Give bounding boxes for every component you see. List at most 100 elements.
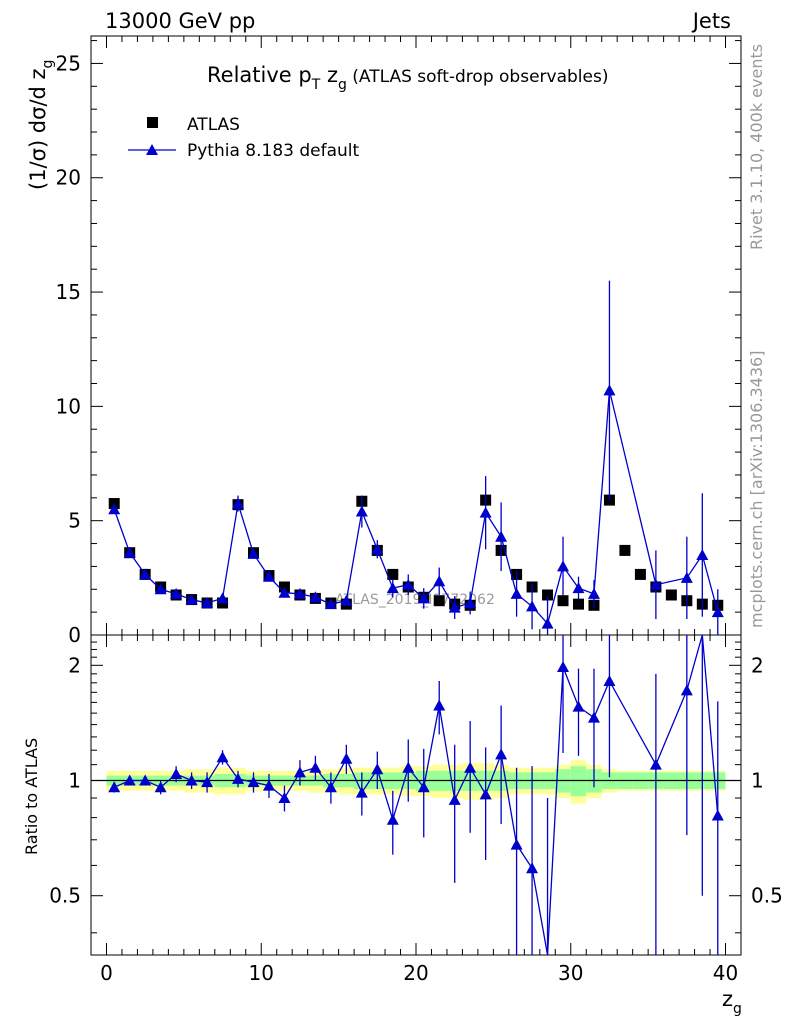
- y-axis-label-sub: g: [40, 60, 56, 69]
- x-axis-label-main: z: [722, 987, 733, 1011]
- ratio-tick-label: 0.5: [49, 884, 81, 908]
- ratio-data-point: [479, 788, 492, 800]
- y-axis-label: (1/σ) dσ/d zg: [26, 60, 56, 190]
- ratio-data-point: [309, 761, 322, 773]
- legend-atlas-label: ATLAS: [187, 115, 240, 135]
- ratio-data-point: [371, 763, 384, 775]
- ratio-data-point: [433, 699, 446, 711]
- pythia-data-point: [680, 571, 693, 583]
- ratio-data-point: [185, 774, 198, 786]
- title-main: Relative p: [207, 63, 312, 87]
- rivet-version-label: Rivet 3.1.10, 400k events: [747, 44, 766, 250]
- y-axis-label-main: (1/σ) dσ/d z: [26, 68, 50, 190]
- atlas-data-point: [557, 595, 569, 607]
- ratio-data-point: [402, 761, 415, 773]
- ratio-data-point: [464, 761, 477, 773]
- pythia-data-point: [309, 591, 322, 603]
- pythia-data-point: [108, 503, 121, 515]
- pythia-data-point: [479, 506, 492, 518]
- pythia-data-point: [402, 578, 415, 590]
- x-tick-label: 20: [403, 961, 428, 985]
- y-tick-label: 10: [56, 394, 81, 418]
- ratio-data-point: [448, 793, 461, 805]
- x-tick-label: 40: [713, 961, 738, 985]
- pythia-data-point: [123, 546, 136, 558]
- ratio-data-point: [324, 781, 337, 793]
- title-sub-g: g: [338, 77, 347, 93]
- title-sub-t: T: [311, 77, 321, 93]
- y-tick-label: 0: [68, 623, 81, 647]
- pythia-data-point: [464, 596, 477, 608]
- ratio-data-point: [232, 772, 245, 784]
- ratio-data-point: [680, 684, 693, 696]
- ratio-data-point: [711, 809, 724, 821]
- pythia-data-point: [170, 587, 183, 599]
- pythia-data-point: [154, 583, 167, 595]
- y-tick-label: 20: [56, 166, 81, 190]
- ratio-tick-label-right: 0.5: [751, 884, 783, 908]
- atlas-data-point: [619, 544, 631, 556]
- pythia-data-point: [371, 543, 384, 555]
- pythia-data-point: [557, 560, 570, 572]
- pythia-data-point: [526, 600, 539, 612]
- x-axis-label: zg: [722, 987, 742, 1017]
- pythia-data-point: [386, 582, 399, 594]
- ratio-data-point: [587, 711, 600, 723]
- ratio-data-point: [510, 838, 523, 850]
- pythia-data-point: [495, 530, 508, 542]
- ratio-data-point: [108, 781, 121, 793]
- legend-atlas-marker: [147, 117, 158, 128]
- process-label: Jets: [691, 9, 731, 33]
- pythia-data-point: [201, 596, 214, 608]
- ratio-data-point: [495, 748, 508, 760]
- ratio-tick-label-right: 1: [751, 769, 764, 793]
- ratio-data-point: [557, 660, 570, 672]
- mcplots-source-label: mcplots.cern.ch [arXiv:1306.3436]: [747, 351, 766, 628]
- ratio-tick-label-right: 2: [751, 653, 764, 677]
- ratio-y-axis-label: Ratio to ATLAS: [22, 738, 41, 855]
- pythia-data-point: [262, 570, 275, 582]
- axes: 0 10 20 30 40 0 5 10 15 20 25 0.5 0.5 1 1 2 2: [49, 36, 783, 985]
- ratio-band-inner: [570, 766, 587, 797]
- ratio-data-point: [603, 674, 616, 686]
- x-tick-label: 0: [100, 961, 113, 985]
- ratio-data-point: [340, 752, 353, 764]
- ratio-tick-label: 2: [68, 653, 81, 677]
- legend-pythia-label: Pythia 8.183 default: [187, 141, 360, 161]
- legend-pythia-marker: [146, 144, 158, 155]
- ratio-data-point: [355, 786, 368, 798]
- ratio-data-point: [278, 792, 291, 804]
- ratio-data-point: [526, 862, 539, 874]
- pythia-data-point: [603, 384, 616, 396]
- y-tick-label: 5: [68, 509, 81, 533]
- ratio-data-point: [386, 813, 399, 825]
- ratio-data-point: [417, 781, 430, 793]
- data-marks: [108, 280, 724, 956]
- ratio-data-point: [649, 758, 662, 770]
- pythia-data-point: [417, 592, 430, 604]
- ratio-data-point: [293, 766, 306, 778]
- atlas-data-point: [387, 568, 399, 580]
- title-rest: (ATLAS soft-drop observables): [347, 67, 609, 87]
- atlas-data-point: [634, 568, 646, 580]
- pythia-data-point: [572, 582, 585, 594]
- plot-title: Relative pT zg (ATLAS soft-drop observab…: [207, 63, 608, 93]
- atlas-data-point: [433, 595, 445, 607]
- title-mid: z: [320, 63, 338, 87]
- pythia-data-point: [232, 497, 245, 509]
- pythia-data-point: [278, 586, 291, 598]
- pythia-data-point: [587, 587, 600, 599]
- x-tick-label: 10: [249, 961, 274, 985]
- atlas-data-point: [573, 598, 584, 610]
- pythia-data-point: [355, 505, 368, 517]
- ratio-data-point: [201, 776, 214, 788]
- ratio-data-point: [572, 700, 585, 712]
- beam-label: 13000 GeV pp: [105, 9, 255, 33]
- atlas-data-point: [542, 589, 554, 601]
- pythia-data-point: [541, 617, 554, 629]
- pythia-data-point: [433, 575, 446, 587]
- y-tick-label: 25: [56, 51, 81, 75]
- pythia-data-point: [139, 568, 152, 580]
- atlas-data-point: [665, 589, 677, 601]
